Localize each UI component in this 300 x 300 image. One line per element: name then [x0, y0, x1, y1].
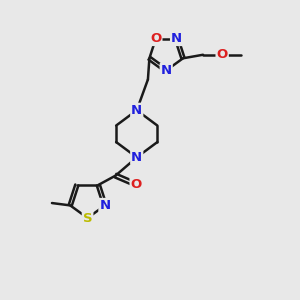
Text: S: S: [83, 212, 92, 224]
Text: O: O: [150, 32, 161, 45]
Text: N: N: [131, 151, 142, 164]
Text: O: O: [217, 48, 228, 61]
Text: N: N: [171, 32, 182, 45]
Text: N: N: [99, 199, 110, 212]
Text: N: N: [131, 104, 142, 117]
Text: N: N: [160, 64, 172, 77]
Text: O: O: [130, 178, 142, 191]
